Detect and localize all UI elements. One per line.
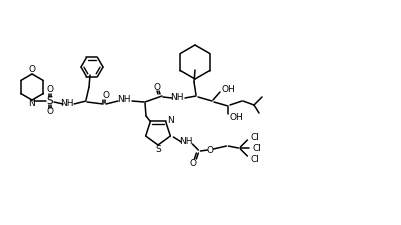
Text: N: N [167, 116, 174, 125]
Text: S: S [155, 144, 160, 153]
Text: Cl: Cl [250, 155, 259, 164]
Text: Cl: Cl [250, 133, 259, 142]
Text: NH: NH [117, 95, 130, 104]
Text: N: N [28, 99, 35, 108]
Text: Cl: Cl [252, 144, 261, 153]
Text: O: O [153, 83, 160, 92]
Text: O: O [102, 92, 109, 101]
Text: O: O [189, 159, 196, 168]
Text: NH: NH [60, 99, 73, 108]
Text: NH: NH [170, 92, 183, 101]
Text: O: O [207, 146, 213, 155]
Text: O: O [47, 86, 53, 94]
Text: S: S [47, 96, 53, 106]
Text: O: O [28, 65, 35, 74]
Text: OH: OH [229, 113, 243, 122]
Text: OH: OH [221, 85, 235, 94]
Text: NH: NH [179, 137, 192, 146]
Text: O: O [47, 108, 53, 117]
